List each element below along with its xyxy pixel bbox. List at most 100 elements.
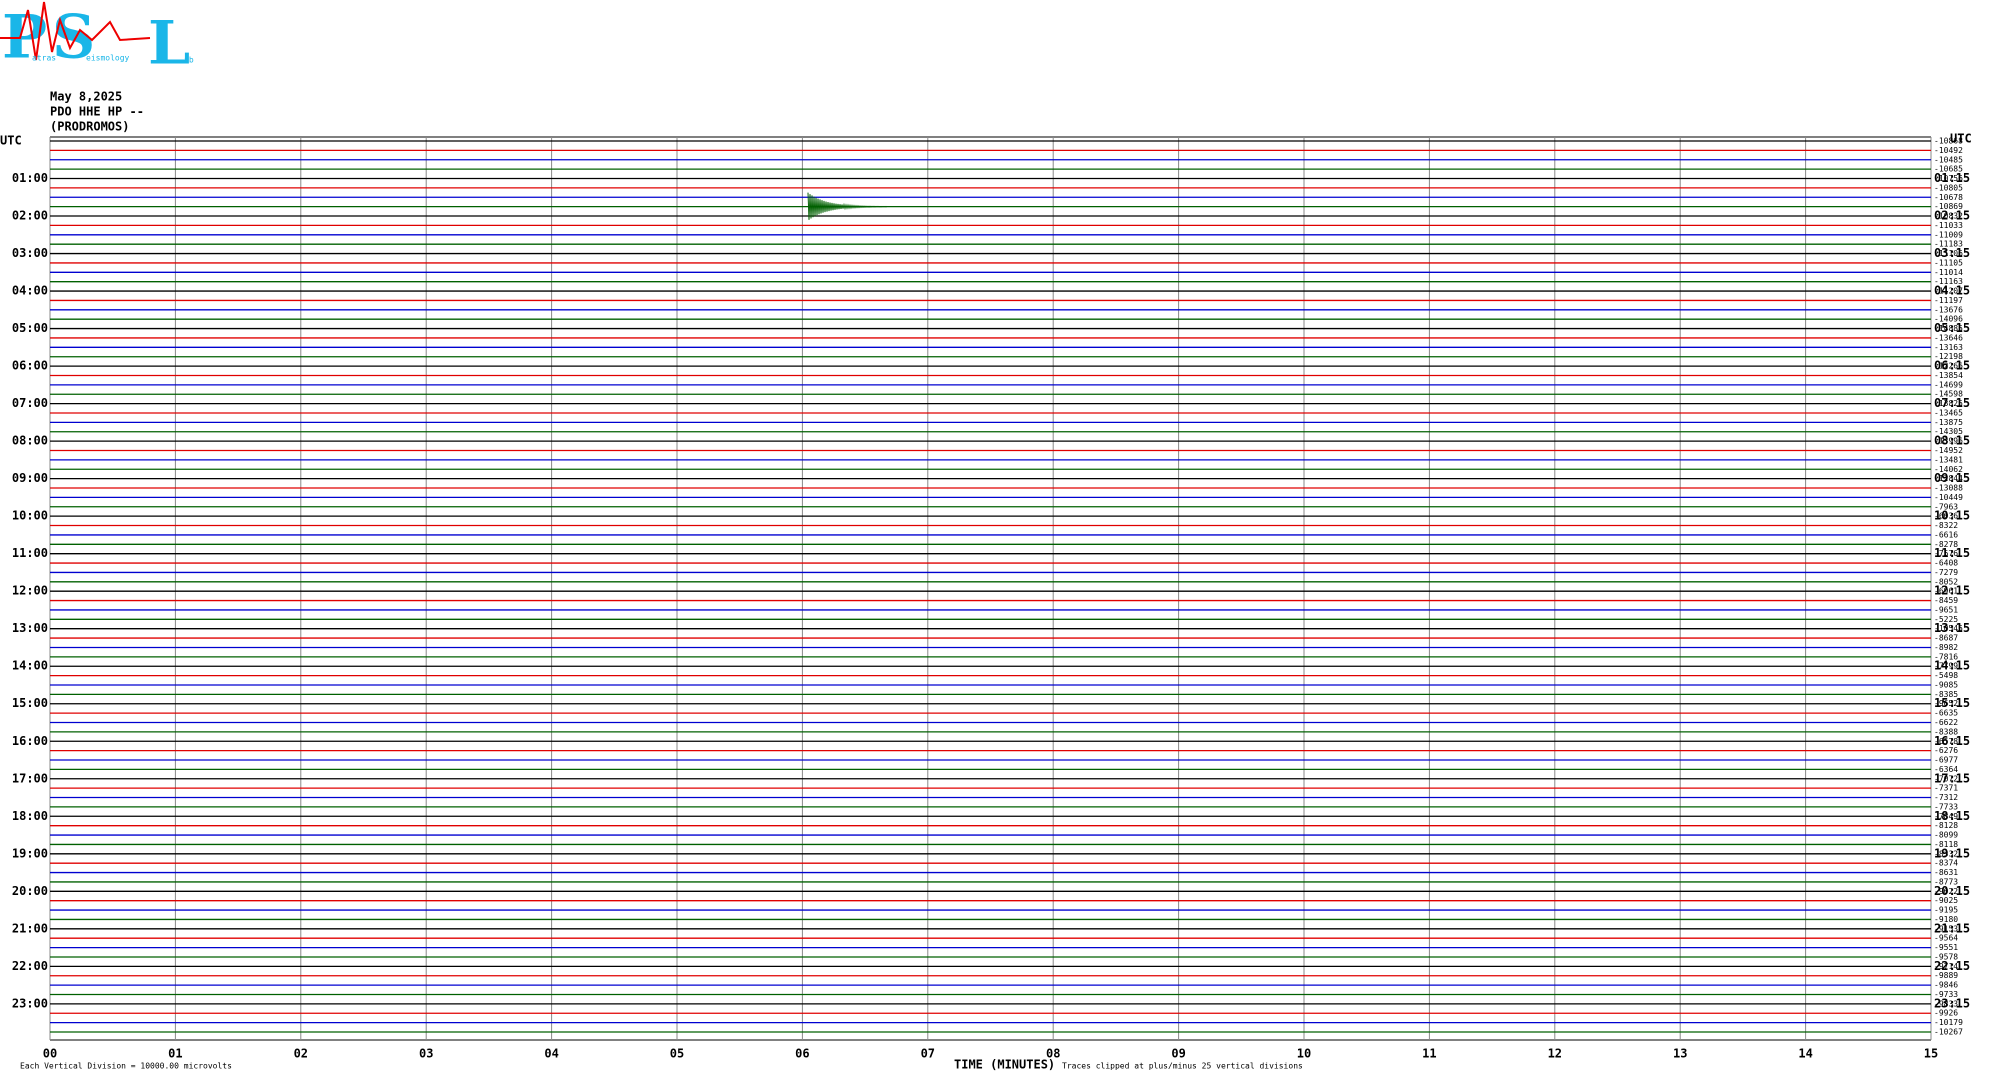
trace-offset: -14699 — [1934, 380, 1963, 389]
date: May 8,2025 — [50, 90, 122, 104]
left-time-label: UTC — [0, 134, 22, 148]
x-tick-label: 09 — [1171, 1047, 1185, 1061]
right-time-label: 17:15 — [1934, 771, 1970, 785]
trace-offset: -8052 — [1934, 577, 1958, 586]
trace-offset: -7279 — [1934, 568, 1958, 577]
trace-offset: -13676 — [1934, 305, 1963, 314]
trace-offset: -13465 — [1934, 408, 1963, 417]
trace-offset: -8332 — [1934, 849, 1958, 858]
trace-offset: -11033 — [1934, 221, 1963, 230]
left-time-label: 05:00 — [12, 321, 48, 335]
trace-offset: -14885 — [1934, 324, 1963, 333]
trace-offset: -10449 — [1934, 493, 1963, 502]
trace-offset: -13646 — [1934, 333, 1963, 342]
right-time-label: 02:15 — [1934, 209, 1970, 223]
trace-offset: -9651 — [1934, 605, 1958, 614]
trace-offset: -6622 — [1934, 718, 1958, 727]
trace-offset: -8388 — [1934, 727, 1958, 736]
trace-offset: -6408 — [1934, 559, 1958, 568]
left-time-label: 21:00 — [12, 921, 48, 935]
trace-offset: -7576 — [1934, 549, 1958, 558]
left-time-label: 02:00 — [12, 209, 48, 223]
right-time-label: 01:15 — [1934, 171, 1970, 185]
trace-offset: -10832 — [1934, 212, 1963, 221]
trace-offset: -9025 — [1934, 896, 1958, 905]
x-tick-label: 07 — [921, 1047, 935, 1061]
trace-offset: -13088 — [1934, 484, 1963, 493]
trace-offset: -10869 — [1934, 202, 1963, 211]
trace-offset: -7963 — [1934, 502, 1958, 511]
station: PDO HHE HP -- — [50, 105, 144, 119]
trace-offset: -11009 — [1934, 230, 1963, 239]
right-time-label: 19:15 — [1934, 846, 1970, 860]
trace-offset: -11014 — [1934, 268, 1963, 277]
left-time-label: 20:00 — [12, 884, 48, 898]
trace-offset: -10545 — [1934, 624, 1963, 633]
trace-offset: -6578 — [1934, 737, 1958, 746]
left-time-label: 15:00 — [12, 696, 48, 710]
trace-offset: -12266 — [1934, 362, 1963, 371]
trace-offset: -14305 — [1934, 427, 1963, 436]
x-tick-label: 14 — [1798, 1047, 1812, 1061]
location: (PRODROMOS) — [50, 120, 129, 134]
trace-offset: -7849 — [1934, 812, 1958, 821]
logo-word: ab — [184, 56, 194, 65]
right-time-label: UTC — [1950, 132, 1972, 146]
right-time-label: 10:15 — [1934, 509, 1970, 523]
trace-offset: -14952 — [1934, 446, 1963, 455]
trace-offset: -10868 — [1934, 137, 1963, 146]
trace-offset: -8374 — [1934, 859, 1958, 868]
trace-offset: -6276 — [1934, 746, 1958, 755]
x-tick-label: 06 — [795, 1047, 809, 1061]
trace-offset: -8773 — [1934, 877, 1958, 886]
logo-word: atras — [32, 54, 56, 63]
trace-offset: -12198 — [1934, 352, 1963, 361]
right-time-label: 23:15 — [1934, 996, 1970, 1010]
trace-offset: -9733 — [1934, 990, 1958, 999]
trace-offset: -5498 — [1934, 671, 1958, 680]
trace-offset: -11106 — [1934, 249, 1963, 258]
trace-offset: -9180 — [1934, 915, 1958, 924]
trace-offset: -8099 — [1934, 831, 1958, 840]
trace-offset: -10805 — [1934, 183, 1963, 192]
left-time-label: 06:00 — [12, 359, 48, 373]
left-time-label: 09:00 — [12, 471, 48, 485]
right-time-label: 21:15 — [1934, 921, 1970, 935]
right-time-label: 09:15 — [1934, 471, 1970, 485]
x-tick-label: 15 — [1924, 1047, 1938, 1061]
trace-offset: -8459 — [1934, 596, 1958, 605]
x-tick-label: 05 — [670, 1047, 684, 1061]
trace-offset: -8278 — [1934, 540, 1958, 549]
trace-offset: -6961 — [1934, 587, 1958, 596]
left-time-label: 17:00 — [12, 771, 48, 785]
trace-offset: -8322 — [1934, 521, 1958, 530]
trace-offset: -13854 — [1934, 371, 1963, 380]
trace-offset: -13481 — [1934, 455, 1963, 464]
trace-offset: -6616 — [1934, 530, 1958, 539]
trace-offset: -7371 — [1934, 784, 1958, 793]
trace-offset: -10685 — [1934, 165, 1963, 174]
division-note: Each Vertical Division = 10000.00 microv… — [20, 1062, 232, 1071]
trace-offset: -9833 — [1934, 999, 1958, 1008]
trace-offset: -10485 — [1934, 155, 1963, 164]
trace-offset: -7733 — [1934, 802, 1958, 811]
left-time-label: 08:00 — [12, 434, 48, 448]
trace-offset: -13163 — [1934, 343, 1963, 352]
x-tick-label: 04 — [544, 1047, 558, 1061]
left-time-label: 11:00 — [12, 546, 48, 560]
right-time-label: 11:15 — [1934, 546, 1970, 560]
right-time-label: 04:15 — [1934, 284, 1970, 298]
logo-letter: L — [148, 9, 190, 79]
trace-offset: -9578 — [1934, 952, 1958, 961]
right-time-label: 18:15 — [1934, 809, 1970, 823]
trace-offset: -11105 — [1934, 258, 1963, 267]
x-tick-label: 11 — [1422, 1047, 1436, 1061]
trace-offset: -8118 — [1934, 840, 1958, 849]
event-burst — [807, 192, 888, 220]
trace-offset: -11197 — [1934, 296, 1963, 305]
clip-note: Traces clipped at plus/minus 25 vertical… — [1062, 1062, 1303, 1071]
x-tick-label: 02 — [294, 1047, 308, 1061]
trace-offset: -8687 — [1934, 634, 1958, 643]
